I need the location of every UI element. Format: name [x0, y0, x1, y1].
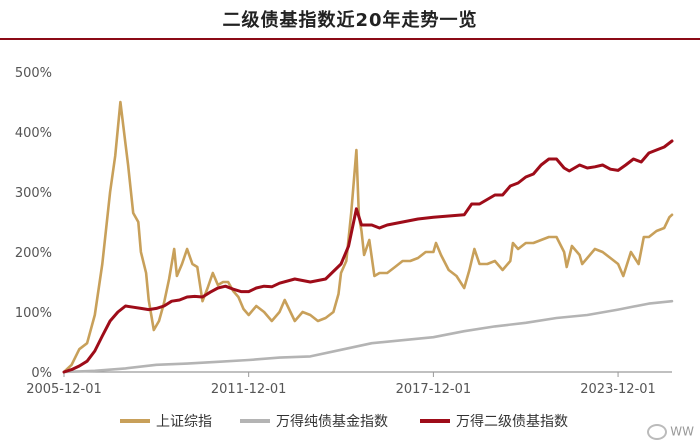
- watermark-text: WW: [670, 424, 694, 439]
- x-tick-label: 2023-12-01: [580, 382, 656, 397]
- legend-item: 万得纯债基金指数: [240, 406, 388, 436]
- series-line-1: [62, 299, 674, 374]
- series-layer: [62, 100, 674, 374]
- legend-swatch: [120, 419, 150, 423]
- y-tick-label: 500%: [15, 66, 52, 81]
- y-tick-label: 400%: [15, 126, 52, 141]
- watermark: WW: [647, 424, 694, 440]
- y-tick-label: 0%: [31, 366, 52, 381]
- series-line-2: [62, 139, 674, 374]
- title-rule: [0, 38, 700, 40]
- y-tick-label: 300%: [15, 186, 52, 201]
- x-tick-label: 2005-12-01: [26, 382, 102, 397]
- x-tick-label: 2017-12-01: [396, 382, 472, 397]
- legend-swatch: [240, 419, 270, 423]
- series-line-0: [62, 100, 674, 374]
- legend: 上证综指 万得纯债基金指数 万得二级债基指数: [0, 406, 700, 436]
- legend-label: 上证综指: [156, 414, 212, 430]
- legend-item: 万得二级债基指数: [420, 406, 568, 436]
- y-tick-label: 200%: [15, 246, 52, 261]
- chart-axes: 0% 100% 200% 300% 400% 500% 2005-12-01 2011-12-…: [15, 66, 672, 397]
- legend-label: 万得纯债基金指数: [276, 414, 388, 430]
- y-tick-label: 100%: [15, 306, 52, 321]
- chart-canvas: 0% 100% 200% 300% 400% 500% 2005-12-01 2011-12-…: [15, 66, 674, 397]
- legend-label: 万得二级债基指数: [456, 414, 568, 430]
- legend-item: 上证综指: [120, 406, 212, 436]
- weibo-icon: [647, 424, 668, 440]
- legend-swatch: [420, 419, 450, 423]
- x-tick-label: 2011-12-01: [211, 382, 287, 397]
- title-band: 二级债基指数近20年走势一览: [0, 0, 700, 38]
- chart-title: 二级债基指数近20年走势一览: [222, 10, 478, 31]
